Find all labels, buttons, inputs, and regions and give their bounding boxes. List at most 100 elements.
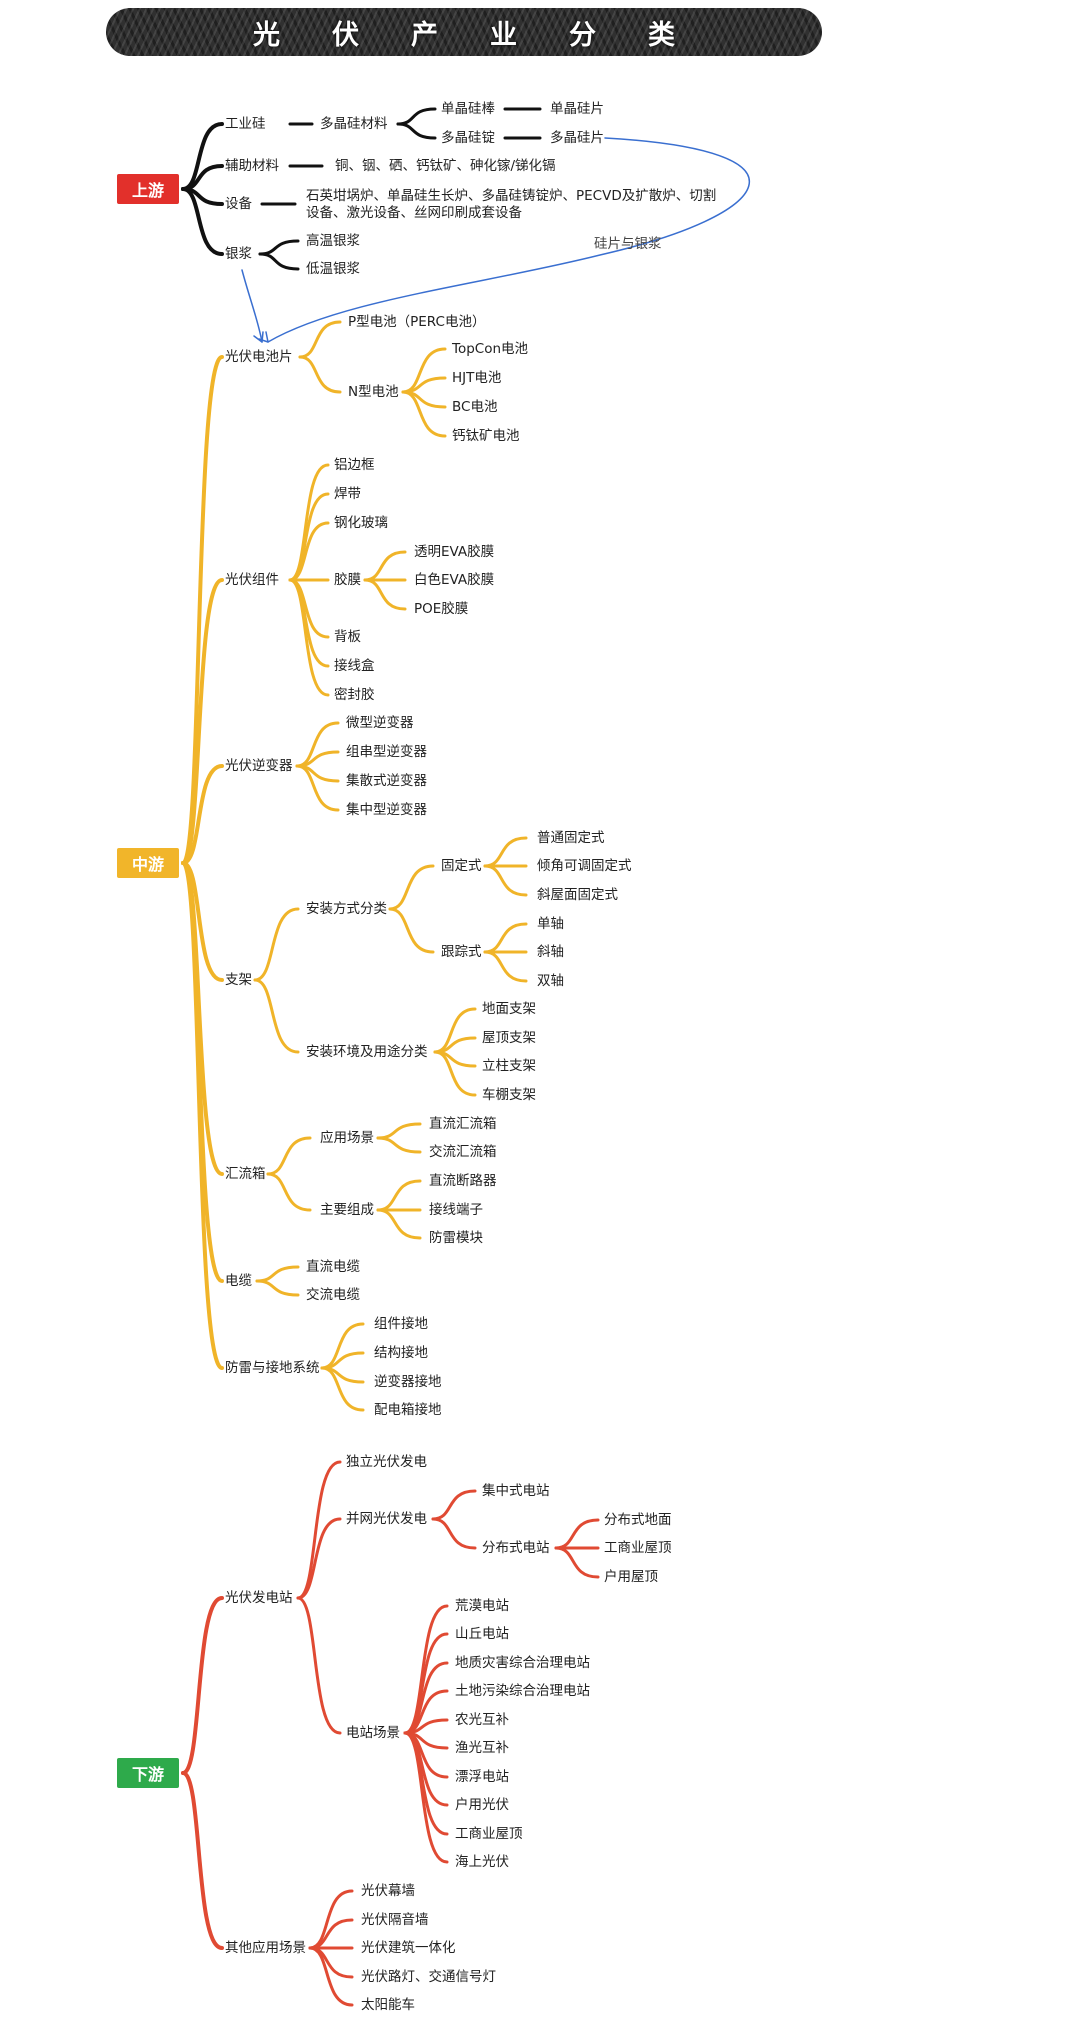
node-fixed-item: 倾角可调固定式: [537, 858, 632, 874]
node-equipment-detail-1: 石英坩埚炉、单晶硅生长炉、多晶硅铸锭炉、PECVD及扩散炉、切割: [306, 188, 717, 204]
branch-line: [554, 1546, 600, 1579]
node-centralized: 集中式电站: [482, 1483, 550, 1499]
node-tracking-item: 单轴: [537, 916, 564, 932]
branch-line: [320, 1366, 365, 1412]
node-other: 其他应用场景: [225, 1940, 306, 1956]
node-film-item: POE胶膜: [414, 601, 469, 617]
branch-line: [376, 1122, 422, 1140]
node-distributed-item: 工商业屋顶: [604, 1540, 672, 1556]
branch-line: [266, 1172, 312, 1212]
branch-line: [554, 1518, 600, 1550]
node-film-item: 白色EVA胶膜: [414, 572, 495, 588]
branch-line: [376, 1136, 422, 1154]
node-inverter: 光伏逆变器: [225, 758, 293, 774]
branch-line: [298, 320, 342, 359]
node-grid: 并网光伏发电: [346, 1511, 427, 1527]
node-other-item: 光伏隔音墙: [361, 1912, 429, 1928]
node-composition-item: 直流断路器: [429, 1173, 497, 1189]
node-film-item: 透明EVA胶膜: [414, 544, 495, 560]
node-env-item: 地面支架: [482, 1001, 536, 1017]
node-aux-materials: 辅助材料: [225, 158, 279, 174]
node-fixed-item: 普通固定式: [537, 830, 605, 846]
branch-line: [483, 950, 528, 983]
node-scene-item: 海上光伏: [455, 1854, 509, 1870]
branch-line: [433, 1007, 477, 1054]
branch-line: [298, 355, 342, 394]
branch-line: [181, 187, 224, 256]
node-other-item: 太阳能车: [361, 1997, 415, 2013]
node-other-item: 光伏建筑一体化: [361, 1940, 456, 1956]
branch-line: [295, 721, 340, 768]
node-distributed: 分布式电站: [482, 1540, 550, 1556]
branch-line: [253, 907, 300, 982]
branch-line: [255, 1279, 300, 1297]
node-aux-materials-detail: 铜、铟、硒、钙钛矿、砷化镓/锑化镉: [335, 158, 556, 174]
node-grounding-item: 配电箱接地: [374, 1402, 442, 1418]
branch-line: [388, 907, 435, 954]
node-mono-wafer: 单晶硅片: [550, 101, 604, 117]
branch-line: [401, 347, 447, 394]
node-combiner: 汇流箱: [225, 1166, 266, 1182]
node-module: 光伏组件: [225, 572, 279, 588]
node-p-type: P型电池（PERC电池）: [348, 314, 486, 330]
node-bracket: 支架: [225, 972, 252, 988]
node-scene-item: 渔光互补: [455, 1740, 509, 1756]
node-station: 光伏发电站: [225, 1590, 293, 1606]
branch-line: [181, 122, 224, 191]
node-grounding: 防雷与接地系统: [225, 1360, 320, 1376]
node-composition: 主要组成: [320, 1202, 374, 1218]
page-title: 光伏产业分类: [253, 19, 727, 51]
title-banner: 光伏产业分类: [106, 8, 822, 56]
branch-line: [288, 578, 330, 697]
node-scene-item: 土地污染综合治理电站: [455, 1683, 590, 1699]
node-fixed-item: 斜屋面固定式: [537, 887, 618, 903]
node-equipment: 设备: [225, 196, 252, 212]
branch-line: [296, 1517, 342, 1600]
branch-line: [296, 1460, 342, 1600]
node-distributed-item: 分布式地面: [604, 1512, 672, 1528]
node-n-type-item: HJT电池: [452, 370, 502, 386]
node-n-type-item: TopCon电池: [452, 341, 529, 357]
node-composition-item: 防雷模块: [429, 1230, 483, 1246]
arrow-note: 硅片与银浆: [594, 236, 662, 252]
node-module-item: 接线盒: [334, 658, 375, 674]
node-install-method: 安装方式分类: [306, 901, 387, 917]
node-module-item: 钢化玻璃: [334, 515, 388, 531]
arrow-silver-paste: [241, 269, 263, 343]
node-equipment-detail-2: 设备、激光设备、丝网印刷成套设备: [306, 205, 522, 221]
branch-line: [483, 922, 528, 954]
node-cable-item: 直流电缆: [306, 1259, 360, 1275]
node-film: 胶膜: [334, 572, 361, 588]
branch-line: [258, 239, 300, 256]
node-fixed: 固定式: [441, 858, 482, 874]
branch-line: [255, 1265, 300, 1283]
node-scenario: 应用场景: [320, 1130, 374, 1146]
node-module-item: 密封胶: [334, 687, 375, 703]
stage-badge-midstream: 中游: [117, 848, 179, 878]
branch-line: [396, 122, 437, 140]
node-scene-item: 荒漠电站: [455, 1598, 509, 1614]
branch-line: [431, 1517, 477, 1550]
branch-line: [181, 764, 224, 865]
node-tracking: 跟踪式: [441, 944, 482, 960]
branch-line: [181, 1771, 224, 1950]
branch-line: [288, 578, 330, 639]
node-cell: 光伏电池片: [225, 349, 293, 365]
branch-line: [266, 1136, 312, 1176]
node-install-env: 安装环境及用途分类: [306, 1044, 428, 1060]
node-scenario-item: 交流汇流箱: [429, 1144, 497, 1160]
node-other-item: 光伏路灯、交通信号灯: [361, 1969, 496, 1985]
stage-badge-upstream: 上游: [117, 174, 179, 204]
node-module-item: 背板: [334, 629, 361, 645]
node-cable-item: 交流电缆: [306, 1287, 360, 1303]
node-scene-item: 户用光伏: [455, 1797, 509, 1813]
node-n-type-item: 钙钛矿电池: [452, 428, 520, 444]
node-scene: 电站场景: [346, 1725, 400, 1741]
node-env-item: 屋顶支架: [482, 1030, 536, 1046]
node-inverter-item: 集中型逆变器: [346, 802, 427, 818]
branch-line: [258, 252, 300, 271]
node-poly-ingot: 多晶硅锭: [441, 130, 495, 146]
node-distributed-item: 户用屋顶: [604, 1569, 658, 1585]
node-scene-item: 地质灾害综合治理电站: [455, 1655, 590, 1671]
branch-line: [483, 864, 528, 897]
